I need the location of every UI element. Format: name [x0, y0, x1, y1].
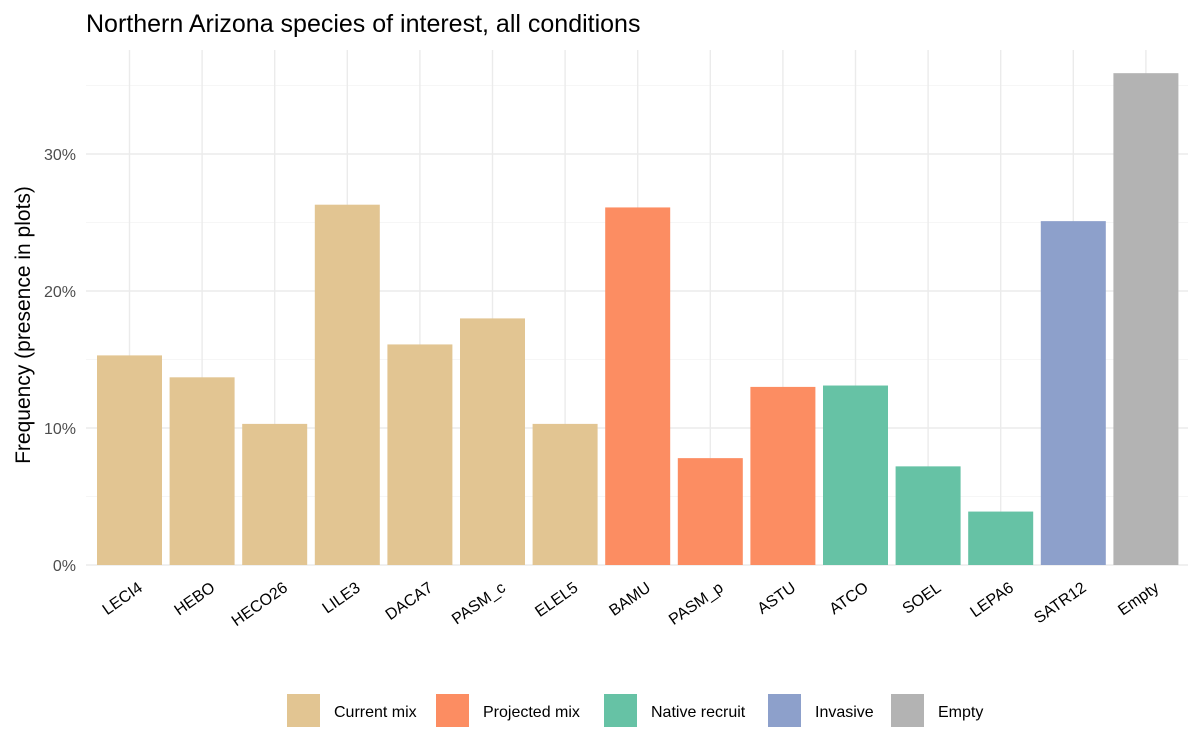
legend-key: [891, 694, 924, 727]
y-tick-label: 20%: [44, 284, 76, 301]
bar-empty: [1113, 73, 1179, 566]
x-tick-label: LEPA6: [967, 579, 1017, 621]
legend-item: Current mix: [287, 694, 417, 727]
legend-label: Empty: [938, 704, 983, 721]
bar-daca7: [387, 344, 453, 565]
chart-title: Northern Arizona species of interest, al…: [86, 10, 640, 38]
bar-hebo: [169, 377, 235, 565]
x-tick-label: BAMU: [606, 579, 654, 619]
bar-lepa6: [968, 511, 1034, 565]
legend-item: Projected mix: [436, 694, 580, 727]
x-tick-label: ELEL5: [532, 579, 581, 621]
y-axis-label: Frequency (presence in plots): [12, 186, 35, 464]
bar-bamu: [605, 207, 671, 565]
legend-key: [768, 694, 801, 727]
x-tick-label: HEBO: [172, 579, 219, 619]
x-tick-label: LILE3: [320, 579, 364, 617]
x-tick-label: ATCO: [827, 579, 872, 618]
y-tick-label: 0%: [53, 558, 76, 575]
y-tick-label: 10%: [44, 421, 76, 438]
x-tick-label: PASM_p: [666, 579, 727, 629]
legend-item: Invasive: [768, 694, 874, 727]
y-tick-labels: 0% 10% 20% 30%: [44, 147, 76, 575]
bar-lile3: [314, 204, 380, 565]
y-tick-label: 30%: [44, 147, 76, 164]
bar-atco: [823, 385, 888, 565]
x-tick-label: DACA7: [383, 579, 437, 624]
legend-key: [436, 694, 469, 727]
x-tick-label: LECI4: [100, 579, 146, 618]
bar-pasm-p: [677, 458, 743, 565]
bars: [97, 73, 1179, 566]
bar-elel5: [532, 423, 598, 565]
legend: Current mix Projected mix Native recruit In…: [287, 694, 983, 727]
x-tick-label: Empty: [1115, 579, 1162, 619]
x-tick-label: SOEL: [900, 579, 945, 617]
bar-pasm-c: [460, 318, 525, 565]
legend-key: [287, 694, 320, 727]
legend-label: Projected mix: [483, 704, 580, 721]
bar-heco26: [242, 423, 308, 565]
legend-item: Empty: [891, 694, 983, 727]
x-tick-label: HECO26: [229, 579, 291, 630]
legend-label: Current mix: [334, 704, 417, 721]
legend-label: Native recruit: [651, 704, 746, 721]
x-tick-labels: LECI4 HEBO HECO26 LILE3 DACA7 PASM_c ELEL5 BAMU…: [100, 579, 1163, 630]
bar-satr12: [1040, 221, 1106, 565]
bar-leci4: [97, 355, 162, 565]
x-tick-label: PASM_c: [449, 579, 509, 628]
bar-astu: [750, 386, 816, 565]
legend-label: Invasive: [815, 704, 874, 721]
legend-key: [604, 694, 637, 727]
bar-soel: [895, 466, 961, 565]
legend-item: Native recruit: [604, 694, 746, 727]
x-tick-label: SATR12: [1031, 579, 1089, 627]
x-tick-label: ASTU: [754, 579, 799, 617]
